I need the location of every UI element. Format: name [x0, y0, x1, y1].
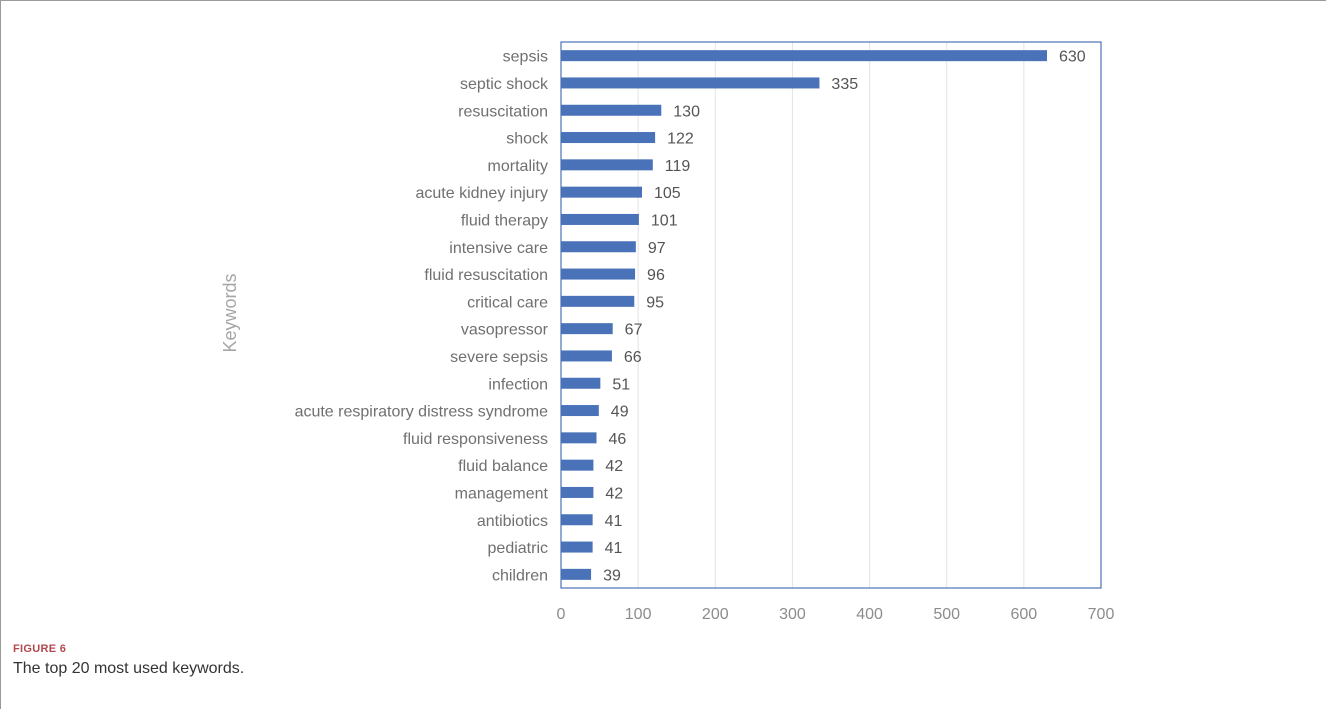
- data-label: 122: [667, 131, 694, 148]
- data-label: 97: [648, 240, 666, 257]
- plot-border: [560, 41, 1102, 589]
- bar: [561, 514, 593, 526]
- category-label: critical care: [467, 294, 548, 311]
- x-tick-label: 400: [856, 606, 883, 623]
- data-label: 67: [625, 322, 643, 339]
- x-tick-label: 700: [1088, 606, 1115, 623]
- x-tick-label: 600: [1011, 606, 1038, 623]
- category-label: severe sepsis: [450, 349, 548, 366]
- bar: [561, 268, 636, 280]
- bar: [561, 213, 639, 225]
- category-label: fluid therapy: [461, 212, 548, 229]
- data-label: 41: [605, 540, 623, 557]
- category-label: intensive care: [449, 240, 548, 257]
- data-label: 119: [665, 158, 691, 175]
- category-label: antibiotics: [477, 513, 548, 530]
- gridlines: [637, 42, 1025, 588]
- bars: [561, 50, 1047, 580]
- y-axis-title: Keywords: [220, 273, 240, 352]
- data-label: 42: [605, 458, 623, 475]
- x-tick-labels: 0 100 200 300 400 500 600 700: [557, 606, 1115, 623]
- bar: [561, 377, 601, 389]
- x-tick-label: 200: [702, 606, 729, 623]
- bar: [561, 241, 636, 253]
- x-tick-label: 100: [625, 606, 652, 623]
- figure-caption: The top 20 most used keywords.: [13, 660, 245, 677]
- category-label: vasopressor: [461, 322, 549, 339]
- bar: [561, 104, 662, 116]
- data-label: 95: [646, 294, 664, 311]
- x-tick-label: 300: [779, 606, 806, 623]
- category-label: pediatric: [488, 540, 548, 557]
- category-label: acute kidney injury: [415, 185, 548, 202]
- bar: [561, 186, 642, 198]
- data-label: 105: [654, 185, 681, 202]
- category-label: infection: [488, 376, 548, 393]
- bar: [561, 459, 594, 471]
- bar: [561, 50, 1047, 62]
- data-label: 335: [831, 76, 858, 93]
- bar: [561, 323, 613, 335]
- data-label: 630: [1059, 49, 1086, 66]
- data-label: 96: [647, 267, 665, 284]
- bar: [561, 77, 820, 89]
- data-label: 42: [605, 485, 623, 502]
- category-label: fluid responsiveness: [403, 431, 548, 448]
- data-label: 41: [605, 513, 623, 530]
- bar: [561, 132, 656, 144]
- data-label: 39: [603, 567, 621, 584]
- category-label: acute respiratory distress syndrome: [295, 404, 549, 421]
- bar: [561, 432, 597, 444]
- bar: [561, 295, 635, 307]
- data-label: 51: [612, 376, 630, 393]
- bar: [561, 159, 653, 171]
- category-label: septic shock: [460, 76, 549, 93]
- category-labels: sepsis septic shock resuscitation shock mort…: [295, 49, 549, 585]
- x-tick-label: 500: [933, 606, 960, 623]
- category-label: shock: [506, 131, 549, 148]
- data-label: 46: [608, 431, 626, 448]
- data-label: 66: [624, 349, 642, 366]
- bar: [561, 486, 594, 498]
- category-label: management: [455, 485, 549, 502]
- x-tick-label: 0: [557, 606, 566, 623]
- figure-label: FIGURE 6: [13, 643, 67, 655]
- data-label: 49: [611, 404, 629, 421]
- category-label: sepsis: [503, 49, 548, 66]
- bar: [561, 541, 593, 553]
- category-label: resuscitation: [458, 103, 548, 120]
- category-label: mortality: [488, 158, 548, 175]
- bar: [561, 568, 592, 580]
- bar: [561, 350, 612, 362]
- data-label: 101: [651, 212, 678, 229]
- category-label: fluid balance: [458, 458, 548, 475]
- category-label: children: [492, 567, 548, 584]
- category-label: fluid resuscitation: [424, 267, 548, 284]
- bar: [561, 405, 599, 417]
- data-label: 130: [673, 103, 700, 120]
